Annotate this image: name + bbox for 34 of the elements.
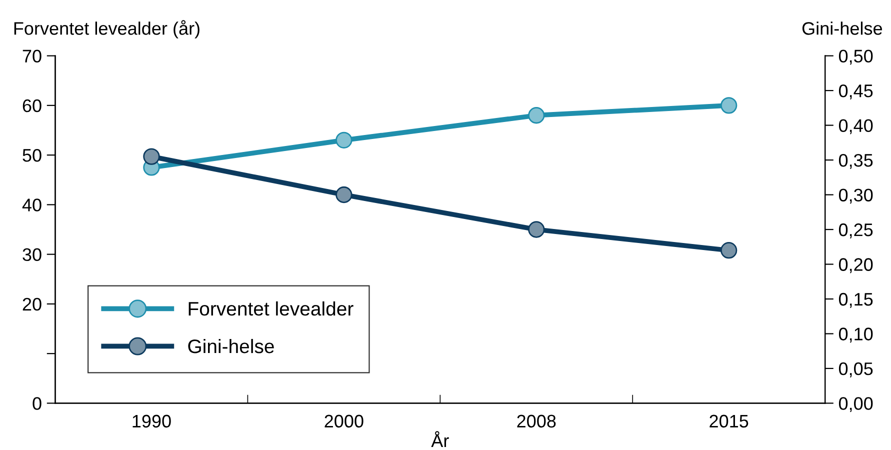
y2-tick-label: 0,05 bbox=[838, 362, 873, 378]
y2-tick-label: 0,20 bbox=[838, 258, 873, 274]
y-tick-label: 40 bbox=[22, 198, 42, 212]
y2-axis-title: Gini-helse bbox=[802, 22, 882, 35]
x-tick-label: 2008 bbox=[517, 414, 556, 428]
y-tick-label: 50 bbox=[22, 148, 42, 162]
y-tick-label: 70 bbox=[22, 50, 42, 63]
y-tick-label: 0 bbox=[32, 397, 42, 410]
point bbox=[720, 97, 738, 114]
y2-tick-label: 0,30 bbox=[838, 188, 873, 204]
point bbox=[336, 132, 352, 148]
point bbox=[720, 242, 738, 259]
x-tick-label: 2000 bbox=[324, 414, 364, 428]
x-tick-label: 2015 bbox=[710, 414, 748, 428]
x-axis-title: År bbox=[431, 431, 449, 448]
y2-tick-label: 0,40 bbox=[838, 119, 873, 134]
y2-tick-label: 0,45 bbox=[838, 84, 873, 100]
legend-label: Gini-helse bbox=[188, 338, 274, 354]
y2-tick-label: 0,35 bbox=[838, 154, 873, 169]
y2-tick-label: 0,50 bbox=[838, 50, 873, 65]
y2-tick-label: 0,15 bbox=[838, 292, 873, 308]
y2-tick-label: 0,00 bbox=[838, 397, 873, 412]
point bbox=[528, 107, 545, 124]
point bbox=[143, 148, 160, 165]
y-axis-title: Forventet levealder (år) bbox=[14, 20, 200, 38]
y-tick-label: 30 bbox=[22, 248, 42, 262]
point bbox=[336, 186, 352, 204]
y-tick-label: 60 bbox=[22, 99, 42, 112]
legend-label: Forventet levealder bbox=[188, 301, 354, 316]
y2-tick-label: 0,25 bbox=[838, 223, 873, 238]
x-tick-label: 1990 bbox=[132, 414, 171, 428]
y-tick-label: 20 bbox=[22, 298, 42, 311]
point bbox=[528, 221, 545, 238]
y2-tick-label: 0,10 bbox=[838, 328, 873, 343]
